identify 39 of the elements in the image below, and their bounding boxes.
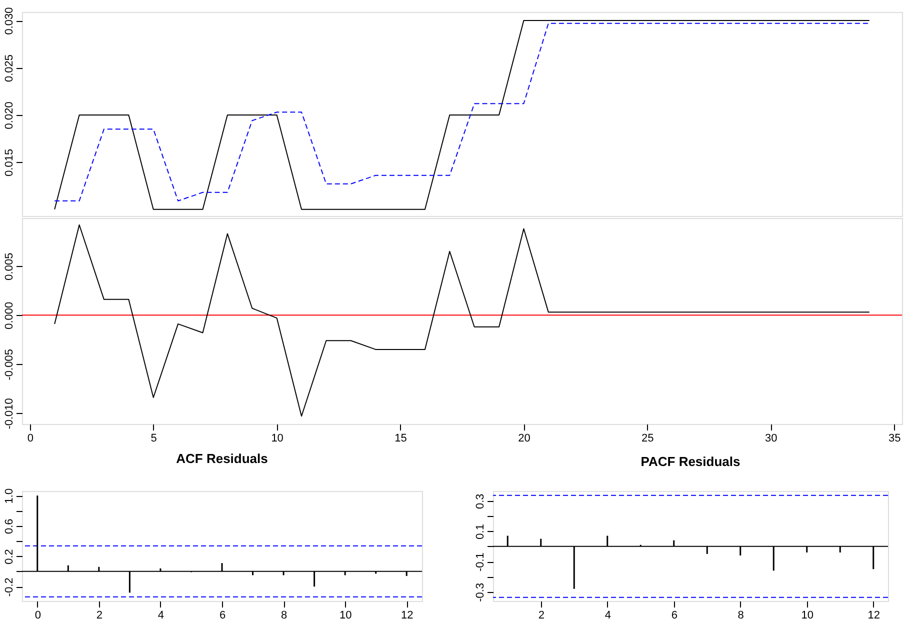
x-tick-label: 35	[888, 432, 901, 444]
x-tick-label: 8	[280, 610, 288, 622]
chart-title: ACF Residuals	[176, 450, 268, 466]
x-tick-label: 2	[538, 610, 544, 622]
y-tick-label: 1.0	[4, 488, 16, 504]
x-tick-label: 25	[642, 432, 654, 444]
y-tick-label: 0.030	[4, 7, 16, 35]
x-tick-label: 6	[671, 610, 678, 622]
x-tick-label: 12	[868, 610, 880, 622]
y-tick-label: 0.2	[4, 549, 16, 564]
y-tick-label: 0.1	[474, 524, 486, 540]
y-tick-label: -0.005	[4, 349, 16, 380]
x-tick-label: 6	[219, 610, 226, 622]
chart-title: PACF Residuals	[640, 454, 740, 469]
y-tick-label: 0.005	[4, 252, 16, 280]
x-tick-label: 0	[34, 610, 41, 622]
y-tick-label: 0.6	[4, 518, 16, 534]
x-tick-label: 8	[738, 610, 744, 622]
y-tick-label: 0.025	[4, 54, 16, 82]
y-tick-label: 0.015	[4, 148, 16, 176]
x-tick-label: 0	[27, 432, 34, 444]
y-tick-label: -0.1	[474, 552, 486, 572]
x-tick-label: 4	[158, 610, 164, 622]
y-tick-label: -0.010	[4, 398, 16, 430]
y-tick-label: 0.000	[4, 302, 16, 330]
x-tick-label: 12	[400, 610, 414, 622]
x-tick-label: 30	[765, 432, 778, 444]
y-tick-label: -0.2	[4, 578, 16, 597]
y-tick-label: 0.020	[4, 102, 16, 130]
y-tick-label: -0.3	[474, 582, 486, 602]
x-tick-label: 10	[339, 610, 352, 622]
x-tick-label: 4	[604, 610, 611, 622]
x-tick-label: 20	[518, 432, 530, 444]
x-tick-label: 10	[271, 432, 284, 444]
x-tick-label: 15	[394, 432, 407, 444]
y-tick-label: 0.3	[474, 494, 486, 510]
x-tick-label: 5	[150, 432, 157, 444]
x-tick-label: 10	[801, 610, 814, 622]
x-tick-label: 2	[96, 610, 102, 622]
